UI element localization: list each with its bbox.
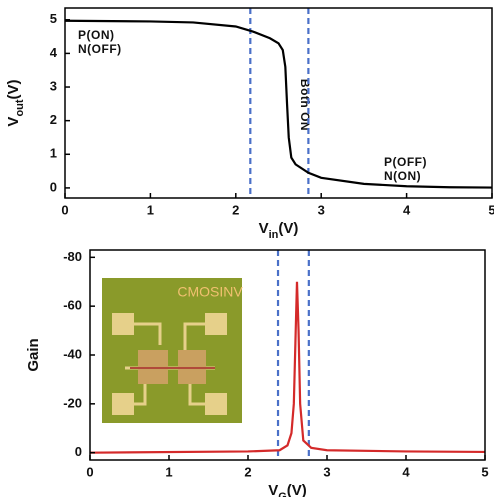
y-axis-label: Vout(V) bbox=[5, 79, 26, 126]
x-axis-label-part: (V) bbox=[287, 482, 307, 497]
x-tick-label: 0 bbox=[86, 464, 93, 479]
x-axis-label-part: (V) bbox=[278, 220, 298, 237]
x-tick-label: 3 bbox=[323, 464, 330, 479]
annotation: Both ON bbox=[298, 79, 312, 131]
y-tick-label: 3 bbox=[50, 78, 57, 93]
y-tick-label: -80 bbox=[63, 249, 82, 264]
x-tick-label: 0 bbox=[61, 202, 68, 217]
y-tick-label: 4 bbox=[50, 45, 58, 60]
data-line bbox=[89, 281, 486, 454]
plot-frame bbox=[64, 7, 493, 199]
x-tick-label: 4 bbox=[403, 202, 411, 217]
y-tick-label: -40 bbox=[63, 346, 82, 361]
y-axis-label-part: out bbox=[14, 99, 26, 116]
x-axis-label-part: in bbox=[269, 229, 279, 241]
annotation: N(OFF) bbox=[78, 42, 122, 56]
x-tick-label: 1 bbox=[165, 464, 172, 479]
inset-micrograph: CMOSINV bbox=[102, 278, 243, 423]
x-tick-label: 4 bbox=[402, 464, 410, 479]
y-axis-label: Gain bbox=[25, 338, 42, 371]
x-axis-label-part: V bbox=[268, 482, 278, 497]
y-tick-label: 2 bbox=[50, 112, 57, 127]
y-tick-label: 1 bbox=[50, 146, 57, 161]
x-tick-label: 5 bbox=[481, 464, 488, 479]
x-tick-label: 3 bbox=[318, 202, 325, 217]
x-axis-label: Vin(V) bbox=[259, 220, 299, 241]
x-tick-label: 2 bbox=[244, 464, 251, 479]
x-tick-label: 5 bbox=[488, 202, 494, 217]
y-tick-label: 0 bbox=[50, 179, 57, 194]
inset-label: CMOSINV bbox=[177, 284, 243, 300]
x-tick-label: 2 bbox=[232, 202, 239, 217]
annotation: P(OFF) bbox=[384, 155, 427, 169]
y-tick-label: -60 bbox=[63, 298, 82, 313]
annotation: N(ON) bbox=[384, 169, 421, 183]
y-tick-label: -20 bbox=[63, 395, 82, 410]
x-axis-label-part: G bbox=[278, 491, 287, 497]
y-tick-label: 5 bbox=[50, 11, 57, 26]
y-axis-label-part: (V) bbox=[5, 79, 22, 99]
data-line bbox=[64, 19, 493, 189]
annotation: P(ON) bbox=[78, 28, 115, 42]
x-axis-label-part: V bbox=[259, 220, 269, 237]
y-axis-label-part: V bbox=[5, 117, 22, 127]
x-tick-label: 1 bbox=[147, 202, 154, 217]
x-axis-label: VG(V) bbox=[268, 482, 307, 497]
y-tick-label: 0 bbox=[75, 444, 82, 459]
